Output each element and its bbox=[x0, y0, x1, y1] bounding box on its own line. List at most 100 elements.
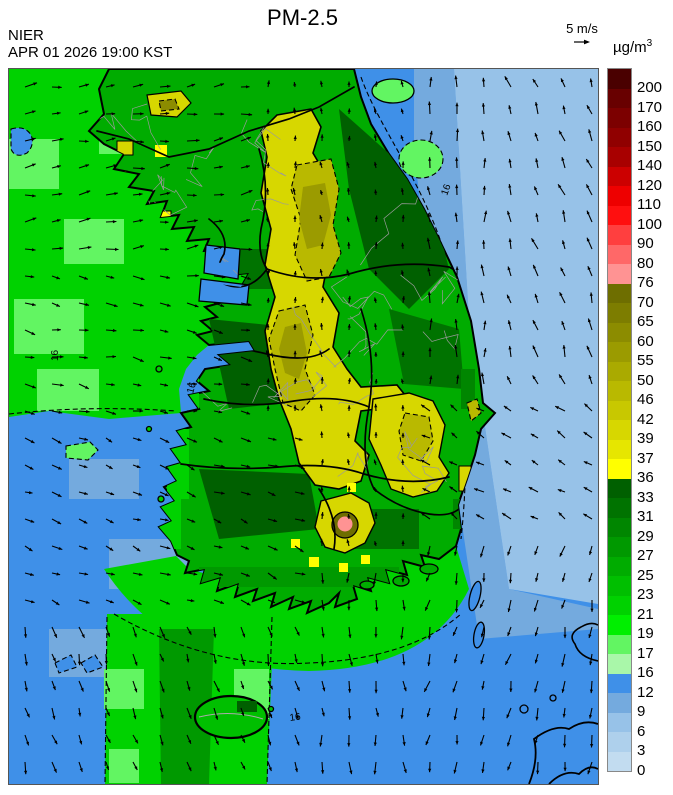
wind-arrow-head bbox=[164, 383, 168, 387]
wind-arrow-head bbox=[159, 768, 164, 772]
source-label: NIER bbox=[8, 27, 44, 44]
colorbar-segment bbox=[608, 654, 631, 674]
colorbar-tick-label: 80 bbox=[637, 254, 654, 272]
sea-green-pocket bbox=[65, 441, 99, 461]
wind-arrow-head bbox=[507, 551, 511, 556]
wind-arrow-head bbox=[134, 661, 138, 666]
wind-arrow-head bbox=[533, 264, 537, 269]
wind-arrow-head bbox=[248, 112, 253, 117]
wind-arrow-head bbox=[373, 134, 377, 138]
wind-arrow-head bbox=[454, 581, 458, 585]
wind-arrow-head bbox=[374, 634, 378, 638]
wind-arrow-head bbox=[374, 189, 378, 194]
wind-arrow-head bbox=[248, 358, 253, 362]
wind-arrow-head bbox=[293, 405, 297, 409]
wind-arrow-head bbox=[454, 551, 458, 556]
wind-arrow-head bbox=[193, 409, 198, 413]
wind-arrow-head bbox=[584, 403, 588, 408]
wind-arrow-head bbox=[347, 378, 351, 382]
wind-arrow-head bbox=[428, 347, 432, 352]
colorbar-segment bbox=[608, 459, 631, 479]
wind-arrow-head bbox=[401, 324, 405, 329]
wind-arrow-head bbox=[24, 770, 28, 775]
wind-arrow-head bbox=[188, 715, 192, 719]
wind-arrow-head bbox=[213, 660, 217, 664]
wind-arrow-head bbox=[401, 351, 405, 355]
wind-arrow-head bbox=[301, 518, 306, 522]
colorbar-tick-label: 100 bbox=[637, 215, 663, 233]
wind-arrow-head bbox=[296, 631, 300, 636]
wind-arrow-head bbox=[164, 329, 169, 333]
colorbar-segment bbox=[608, 186, 631, 206]
yellow-cell bbox=[309, 557, 319, 567]
wind-arrow-head bbox=[292, 188, 296, 192]
wind-arrow-head bbox=[453, 716, 457, 720]
wind-arrow-head bbox=[347, 486, 351, 490]
wind-arrow-head bbox=[267, 269, 271, 273]
wind-arrow-head bbox=[484, 210, 488, 215]
small-island bbox=[145, 425, 153, 433]
colorbar-tick-label: 70 bbox=[637, 293, 654, 311]
colorbar-segment bbox=[608, 108, 631, 128]
wind-arrow-head bbox=[347, 514, 351, 518]
colorbar-segment bbox=[608, 400, 631, 420]
wind-arrow-head bbox=[273, 519, 278, 523]
wind-arrow-head bbox=[507, 210, 511, 215]
wind-arrow-head bbox=[507, 608, 511, 612]
wind-arrow-head bbox=[213, 766, 217, 771]
colorbar-segment bbox=[608, 615, 631, 635]
contour-16-line bbox=[104, 616, 273, 784]
yellow-cell bbox=[339, 563, 348, 572]
sea-light-patch bbox=[109, 749, 139, 783]
wind-arrow-head bbox=[534, 551, 538, 555]
wind-arrow-head bbox=[534, 688, 538, 693]
wind-arrow-head bbox=[138, 492, 142, 496]
wind-arrow-head bbox=[454, 345, 458, 349]
wind-arrow-head bbox=[52, 657, 56, 662]
wind-arrow-head bbox=[243, 520, 248, 524]
wind-arrow-head bbox=[266, 662, 270, 666]
colorbar-segment bbox=[608, 634, 631, 654]
coastal-green-blob bbox=[398, 139, 444, 179]
pm-maximum-pink-76-90 bbox=[337, 516, 353, 532]
wind-arrow-head bbox=[320, 486, 324, 491]
wind-arrow-head bbox=[219, 572, 223, 576]
wind-arrow-head bbox=[138, 572, 143, 576]
wind-arrow-head bbox=[347, 187, 351, 192]
wind-arrow-head bbox=[320, 431, 324, 435]
wind-arrow-head bbox=[139, 409, 144, 413]
wind-arrow-head bbox=[77, 661, 81, 666]
wind-arrow-head bbox=[482, 578, 486, 582]
wind-arrow-head bbox=[534, 132, 538, 137]
wind-arrow-head bbox=[320, 377, 324, 381]
wind-arrow-head bbox=[563, 767, 567, 772]
wind-arrow-head bbox=[425, 741, 429, 745]
wind-arrow-head bbox=[192, 330, 197, 334]
wind-arrow-head bbox=[246, 573, 250, 577]
wind-arrow-head bbox=[476, 407, 481, 411]
wind-arrow-head bbox=[374, 379, 378, 383]
wind-arrow-head bbox=[480, 372, 485, 377]
colorbar-tick-label: 50 bbox=[637, 371, 654, 389]
dark-green-patch bbox=[389, 309, 464, 389]
wind-arrow-head bbox=[165, 439, 170, 443]
wind-arrow-head bbox=[453, 769, 457, 774]
wind-arrow-head bbox=[164, 493, 169, 496]
colorbar-segment bbox=[608, 693, 631, 713]
wind-arrow-head bbox=[85, 139, 89, 143]
wind-arrow-head bbox=[508, 105, 512, 109]
wind-arrow-head bbox=[111, 572, 115, 576]
sea-blue-pocket bbox=[80, 654, 104, 674]
wind-arrow-head bbox=[426, 577, 430, 582]
colorbar-segment bbox=[608, 264, 631, 284]
wind-arrow-head bbox=[426, 713, 430, 718]
wind-arrow-head bbox=[373, 297, 378, 302]
wind-arrow-head bbox=[164, 410, 168, 414]
wind-arrow-head bbox=[506, 714, 510, 719]
wind-arrow-head bbox=[193, 112, 198, 116]
wind-arrow-head bbox=[507, 266, 511, 271]
wind-arrow-head bbox=[401, 214, 405, 219]
colorbar-tick-label: 65 bbox=[637, 313, 654, 330]
yellow-spot-nw bbox=[116, 140, 134, 156]
wind-arrow-head bbox=[319, 215, 323, 219]
